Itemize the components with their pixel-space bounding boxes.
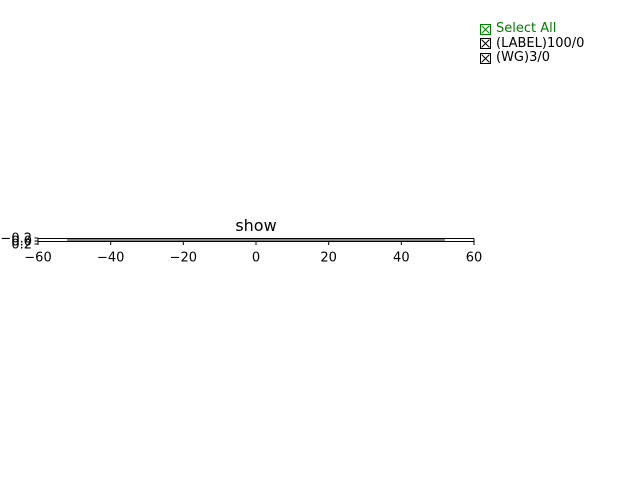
y-tick-label: 0.0 xyxy=(11,235,32,250)
x-tick-label: −60 xyxy=(24,251,51,266)
checkbox-checked-icon[interactable] xyxy=(480,52,491,64)
legend: Select All (LABEL)100/0 (WG)3/0 xyxy=(480,21,585,66)
x-tick-label: −40 xyxy=(97,251,124,266)
checkbox-checked-icon[interactable] xyxy=(480,38,491,50)
tick-layer: −60 −40 −20 0 20 40 60 −0.20.00.2 xyxy=(0,232,482,266)
select-all-label: Select All xyxy=(496,21,557,36)
legend-item-label[interactable]: (LABEL)100/0 xyxy=(480,35,585,52)
chart-title: show xyxy=(235,216,276,235)
checkbox-checked-icon[interactable] xyxy=(480,23,491,35)
legend-select-all[interactable]: Select All xyxy=(480,21,584,37)
y-tick-label: 0.2 xyxy=(11,238,32,253)
x-tick-label: −20 xyxy=(170,251,197,266)
legend-item-label-text: (LABEL)100/0 xyxy=(496,35,585,51)
x-tick-label: 20 xyxy=(320,251,337,266)
x-tick-label: 60 xyxy=(466,251,483,266)
x-tick-label: 40 xyxy=(393,251,410,266)
y-tick-label: −0.2 xyxy=(0,232,32,247)
legend-item-wg[interactable]: (WG)3/0 xyxy=(480,50,584,66)
legend-item-wg-text: (WG)3/0 xyxy=(496,50,550,65)
x-tick-label: 0 xyxy=(252,251,260,266)
